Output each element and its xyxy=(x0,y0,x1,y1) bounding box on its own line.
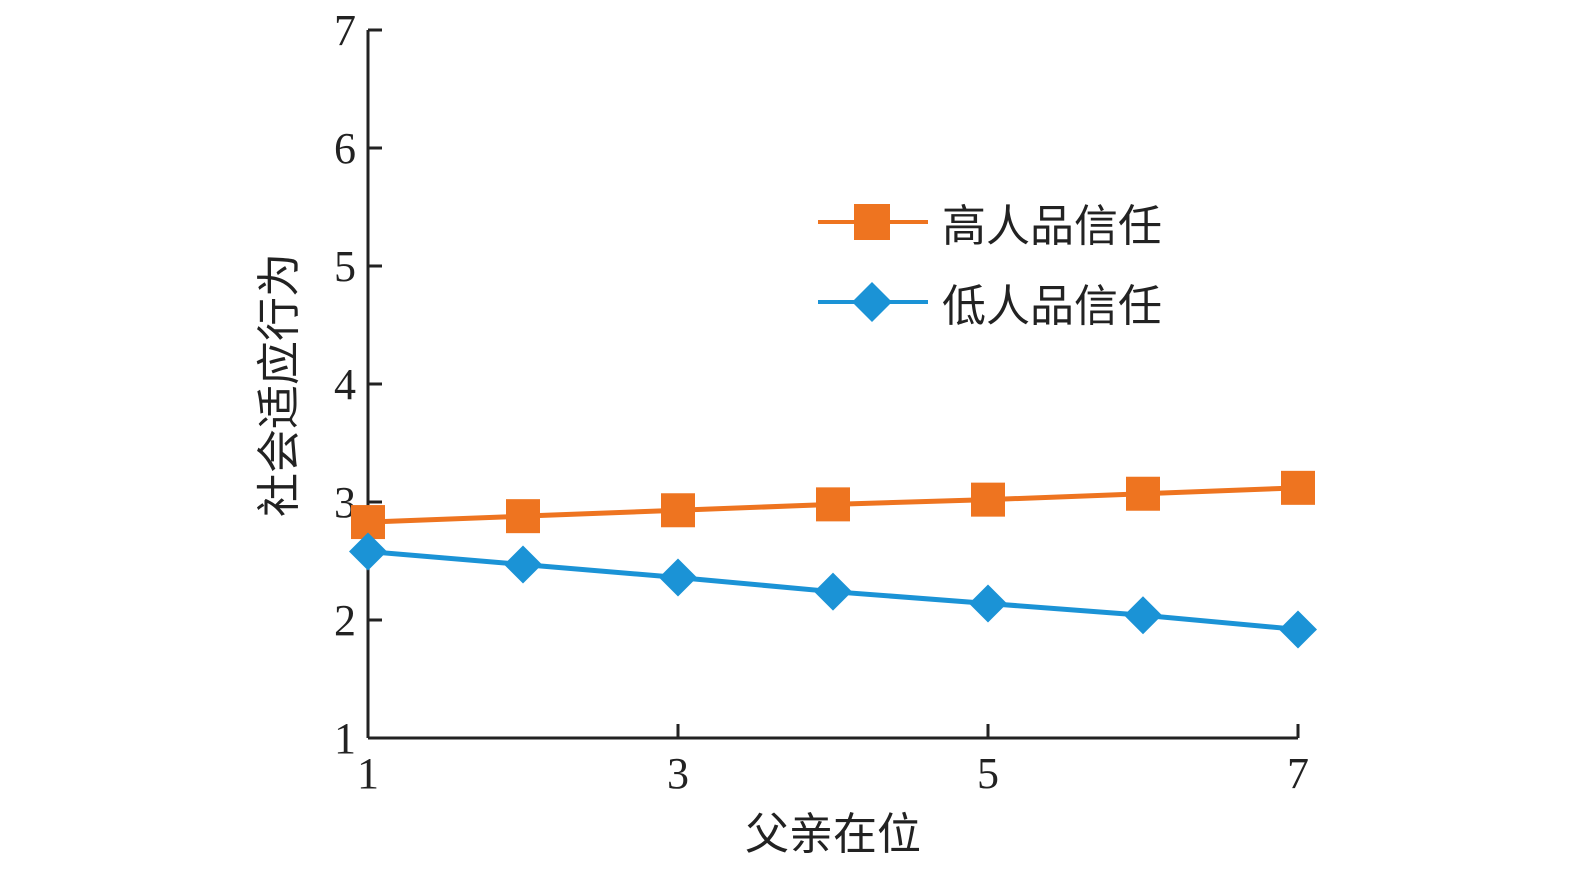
series-1 xyxy=(349,532,1317,649)
data-point-0-2 xyxy=(661,493,695,528)
y-tick-label-1: 1 xyxy=(334,714,356,763)
data-point-1-2 xyxy=(659,558,697,597)
legend-marker-low xyxy=(852,282,892,322)
data-point-0-4 xyxy=(971,482,1005,517)
y-tick-label-2: 2 xyxy=(334,596,356,645)
x-tick-label-5: 5 xyxy=(977,749,999,798)
y-tick-label-7: 7 xyxy=(334,6,356,55)
data-point-1-3 xyxy=(814,572,852,611)
x-axis: 1 3 5 7 xyxy=(357,724,1309,798)
data-point-1-6 xyxy=(1279,610,1317,649)
data-point-1-0 xyxy=(349,532,387,571)
y-tick-label-3: 3 xyxy=(334,478,356,527)
data-point-0-3 xyxy=(816,487,850,522)
x-tick-label-3: 3 xyxy=(667,749,689,798)
legend-marker-high xyxy=(854,204,890,240)
y-tick-label-4: 4 xyxy=(334,360,356,409)
x-tick-label-7: 7 xyxy=(1287,749,1309,798)
data-point-1-4 xyxy=(969,584,1007,623)
x-axis-label: 父亲在位 xyxy=(745,809,921,860)
y-tick-label-6: 6 xyxy=(334,124,356,173)
data-point-1-5 xyxy=(1124,596,1162,635)
plot-area xyxy=(349,470,1317,649)
legend-label-high: 高人品信任 xyxy=(942,201,1162,252)
data-point-0-5 xyxy=(1126,476,1160,511)
legend-label-low: 低人品信任 xyxy=(942,281,1162,332)
x-tick-label-1: 1 xyxy=(357,749,379,798)
y-axis-label: 社会适应行为 xyxy=(254,253,305,517)
data-point-1-1 xyxy=(504,545,542,584)
series-0 xyxy=(351,470,1315,540)
legend-item-low: 低人品信任 xyxy=(818,281,1162,332)
legend-item-high: 高人品信任 xyxy=(818,201,1162,252)
legend: 高人品信任 低人品信任 xyxy=(818,201,1162,332)
y-tick-label-5: 5 xyxy=(334,242,356,291)
data-point-0-6 xyxy=(1281,470,1315,505)
y-axis: 1 2 3 4 5 6 7 xyxy=(334,6,382,763)
data-point-0-1 xyxy=(506,499,540,534)
